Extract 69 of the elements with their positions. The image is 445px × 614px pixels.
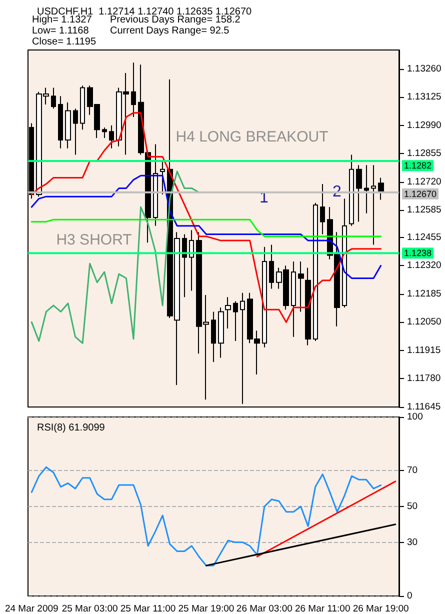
candlestick: [65, 102, 71, 149]
y-tick-label: 1.12320: [407, 260, 442, 272]
y-tick-label: 30: [407, 536, 418, 548]
text: High= 1.1327: [32, 14, 92, 26]
candlestick: [80, 85, 85, 130]
y-tick-label: 70: [407, 465, 418, 476]
candlestick: [349, 154, 354, 226]
candlestick: [211, 311, 216, 362]
y-tick-label: 1.12855: [407, 148, 442, 160]
candlestick: [73, 108, 78, 156]
candlestick: [371, 164, 376, 246]
x-tick-label: 25 Mar 19:00: [178, 604, 234, 614]
ref-line-label: 1.1282: [404, 160, 432, 171]
y-tick-label: 0: [407, 590, 412, 602]
ref-line-label: 1.12670: [404, 188, 437, 199]
line-series: [30, 170, 200, 344]
candlestick: [109, 124, 114, 149]
text: Current Days Range= 92.5: [110, 26, 230, 36]
y-tick-label: 50: [407, 501, 418, 512]
text: Previous Days Range= 158.2: [110, 14, 241, 26]
candlestick: [364, 164, 369, 214]
y-tick-label: 1.12050: [407, 316, 442, 328]
annotation: H3 SHORT: [56, 232, 132, 248]
candlestick: [356, 164, 362, 222]
candlestick: [233, 300, 238, 342]
x-tick-label: 25 Mar 11:00: [120, 604, 176, 614]
ref-line-label: 1.1238: [404, 248, 432, 258]
y-tick-label: 1.11645: [407, 402, 441, 412]
candlestick: [240, 292, 245, 404]
y-tick-label: 1.12185: [407, 288, 442, 300]
x-tick-label: 24 Mar 2009: [4, 604, 58, 614]
candlestick: [218, 307, 224, 358]
candlestick: [189, 230, 194, 292]
text: Low= 1.1168: [32, 26, 90, 36]
y-tick-label: 1.13260: [407, 63, 442, 74]
candlestick: [378, 177, 384, 200]
candlestick: [58, 96, 63, 149]
y-tick-label: 1.11780: [407, 373, 441, 384]
candlestick: [298, 260, 304, 312]
candlestick: [51, 87, 56, 110]
candlestick: [320, 184, 325, 235]
candlestick: [153, 144, 158, 226]
x-tick-label: 26 Mar 19:00: [352, 604, 409, 614]
y-tick-label: 1.12455: [407, 232, 442, 243]
candlestick: [291, 260, 296, 338]
y-tick-label: 1.12720: [407, 176, 442, 188]
x-tick-label: 26 Mar 11:00: [294, 604, 350, 614]
line-series: [30, 466, 382, 566]
x-tick-label: 26 Mar 03:00: [236, 604, 292, 614]
text: Close= 1.1195: [32, 36, 96, 48]
candlestick: [182, 234, 187, 298]
y-tick-label: 100: [407, 412, 423, 422]
y-tick-label: 1.11915: [407, 344, 441, 356]
candlestick: [313, 202, 318, 342]
y-tick-label: 1.12990: [407, 120, 442, 131]
candlestick: [262, 246, 267, 348]
candlestick: [160, 160, 165, 195]
line-series: [30, 112, 382, 323]
line-series: [30, 174, 382, 279]
candlestick: [102, 126, 107, 138]
candlestick: [131, 62, 136, 118]
candlestick: [269, 244, 274, 290]
candlestick: [305, 267, 311, 346]
y-tick-label: 1.13125: [407, 92, 442, 103]
annotation: H4 LONG BREAKOUT: [176, 128, 328, 146]
x-tick-label: 25 Mar 03:00: [62, 604, 118, 614]
candlestick: [225, 296, 231, 329]
y-tick-label: 1.12585: [407, 204, 442, 216]
text: RSI(8) 61.9099: [37, 422, 106, 434]
